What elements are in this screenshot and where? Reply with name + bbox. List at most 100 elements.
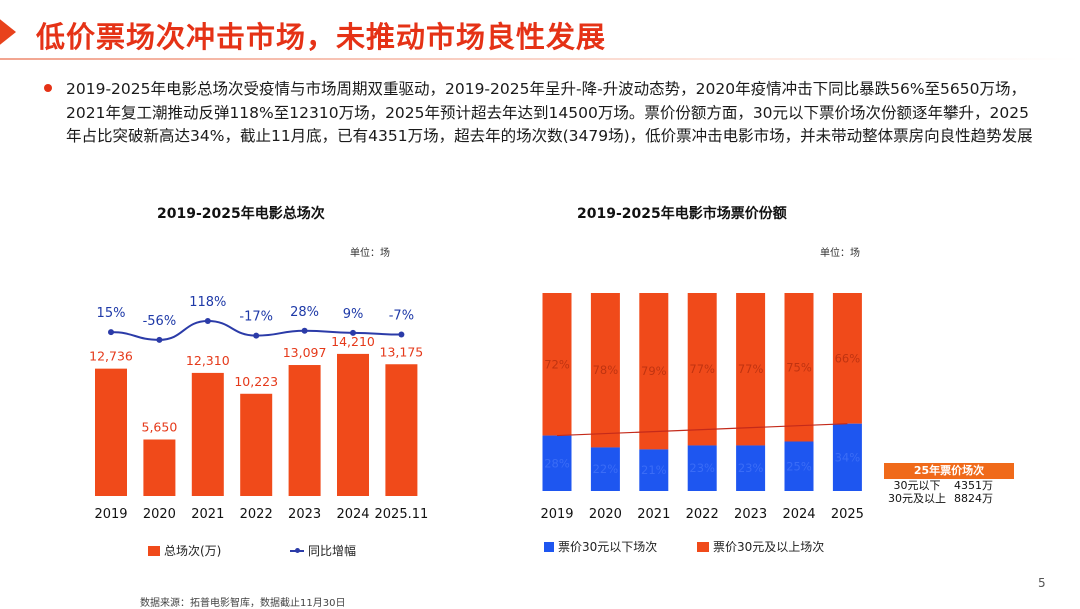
growth-point-2019 (108, 329, 114, 336)
title-bar: 低价票场次冲击市场，未推动市场良性发展 (0, 10, 1080, 56)
page-title: 低价票场次冲击市场，未推动市场良性发展 (36, 20, 607, 54)
bar-label-2023: 13,097 (283, 345, 327, 360)
legend-label-low: 票价30元以下场次 (558, 540, 658, 554)
bar-label-2019: 12,736 (89, 349, 133, 364)
x-tick-2023: 2023 (288, 507, 321, 522)
x-tick-2022: 2022 (240, 507, 273, 522)
growth-point-2023 (301, 327, 308, 334)
high-label-2025: 66% (835, 351, 861, 365)
bar-total-2021 (191, 372, 224, 496)
legend-swatch-high (697, 541, 709, 552)
bar-low-2020 (590, 447, 620, 491)
bar-low-2019 (542, 435, 572, 491)
bar-high-2023 (736, 293, 766, 446)
bar-total-2020 (143, 439, 176, 496)
legend-swatch-growth (290, 547, 304, 553)
bar-label-2021: 12,310 (186, 353, 230, 368)
bar-total-2024 (337, 353, 369, 496)
annotation-row: 30元以下 4351万 (884, 479, 1014, 492)
bullet-dot-icon (44, 84, 52, 92)
high-label-2024: 75% (786, 360, 812, 374)
left-legend-line: 同比增幅 (290, 542, 356, 559)
bar-high-2019 (542, 293, 572, 436)
bar-label-2025.11: 13,175 (380, 344, 424, 359)
legend-label-total: 总场次(万) (164, 544, 222, 558)
annotation-box-2025: 25年票价场次 30元以下 4351万 30元及以上 8824万 (884, 463, 1014, 505)
bar-low-2021 (639, 449, 669, 491)
growth-point-2020 (156, 336, 163, 343)
growth-point-2024 (350, 329, 356, 336)
low-label-2025: 34% (835, 450, 861, 464)
annotation-row: 30元及以上 8824万 (884, 492, 1014, 505)
right-chart-title: 2019-2025年电影市场票价份额 (577, 206, 787, 222)
low-label-2022: 23% (689, 461, 715, 475)
high-label-2019: 72% (544, 357, 570, 371)
annotation-row-value: 4351万 (954, 479, 993, 492)
high-label-2023: 77% (738, 362, 764, 376)
growth-label-2019: 15% (97, 306, 126, 321)
x-tick-2024: 2024 (336, 507, 369, 522)
left-legend-bars: 总场次(万) (148, 542, 221, 559)
high-label-2021: 79% (641, 364, 667, 378)
bar-label-2020: 5,650 (142, 420, 178, 435)
annotation-row-label: 30元以下 (893, 479, 941, 492)
annotation-row-value: 8824万 (954, 492, 993, 505)
legend-label-high: 票价30元及以上场次 (713, 540, 825, 554)
legend-swatch-total (148, 545, 160, 556)
page-number: 5 (1038, 576, 1046, 590)
right-chart-unit: 单位：场 (820, 248, 860, 259)
bar-low-2022 (687, 445, 717, 491)
x-tick-2020: 2020 (143, 507, 176, 522)
x-tick-2023: 2023 (734, 507, 767, 522)
high-label-2020: 78% (593, 363, 619, 377)
legend-label-growth: 同比增幅 (308, 544, 357, 558)
x-tick-2021: 2021 (637, 507, 670, 522)
growth-point-2021 (204, 318, 211, 325)
x-tick-2019: 2019 (94, 507, 127, 522)
bar-low-2025 (832, 423, 862, 491)
left-chart-title: 2019-2025年电影总场次 (157, 206, 325, 222)
bar-label-2022: 10,223 (234, 374, 278, 389)
bar-total-2025.11 (385, 364, 418, 496)
growth-label-2025.11: -7% (389, 309, 414, 324)
growth-point-2025.11 (398, 331, 405, 338)
x-tick-2021: 2021 (191, 507, 224, 522)
trend-line (556, 423, 848, 437)
bar-low-2024 (784, 441, 814, 491)
x-tick-2019: 2019 (540, 507, 573, 522)
bar-label-2024: 14,210 (331, 334, 375, 349)
growth-label-2023: 28% (290, 305, 319, 320)
bar-total-2023 (288, 365, 321, 496)
bar-total-2019 (95, 368, 127, 496)
bar-total-2022 (240, 393, 273, 496)
title-arrow-icon (0, 16, 16, 48)
right-legend-high: 票价30元及以上场次 (697, 538, 824, 555)
high-label-2022: 77% (689, 362, 715, 376)
right-legend-low: 票价30元以下场次 (544, 538, 657, 555)
summary-text: 2019-2025年电影总场次受疫情与市场周期双重驱动，2019-2025年呈升… (66, 80, 1033, 145)
left-chart-unit: 单位：场 (350, 248, 390, 259)
legend-swatch-low (544, 541, 554, 552)
bar-high-2024 (784, 293, 814, 442)
title-divider (0, 58, 1080, 60)
bar-low-2023 (736, 445, 766, 491)
growth-point-2022 (253, 332, 260, 339)
low-label-2023: 23% (738, 461, 764, 475)
data-source: 数据来源：拓普电影智库，数据截止11月30日 (140, 598, 346, 609)
bar-high-2021 (639, 293, 669, 450)
x-tick-2025: 2025 (831, 507, 864, 522)
low-label-2020: 22% (593, 462, 619, 476)
growth-label-2021: 118% (189, 295, 226, 310)
x-tick-2020: 2020 (589, 507, 622, 522)
annotation-title: 25年票价场次 (884, 463, 1014, 479)
annotation-row-label: 30元及以上 (888, 492, 946, 505)
x-tick-2022: 2022 (686, 507, 719, 522)
growth-label-2020: -56% (143, 314, 177, 329)
low-label-2019: 28% (544, 456, 570, 470)
low-label-2024: 25% (786, 459, 812, 473)
x-tick-2024: 2024 (782, 507, 815, 522)
low-label-2021: 21% (641, 463, 667, 477)
growth-label-2022: -17% (239, 310, 273, 325)
